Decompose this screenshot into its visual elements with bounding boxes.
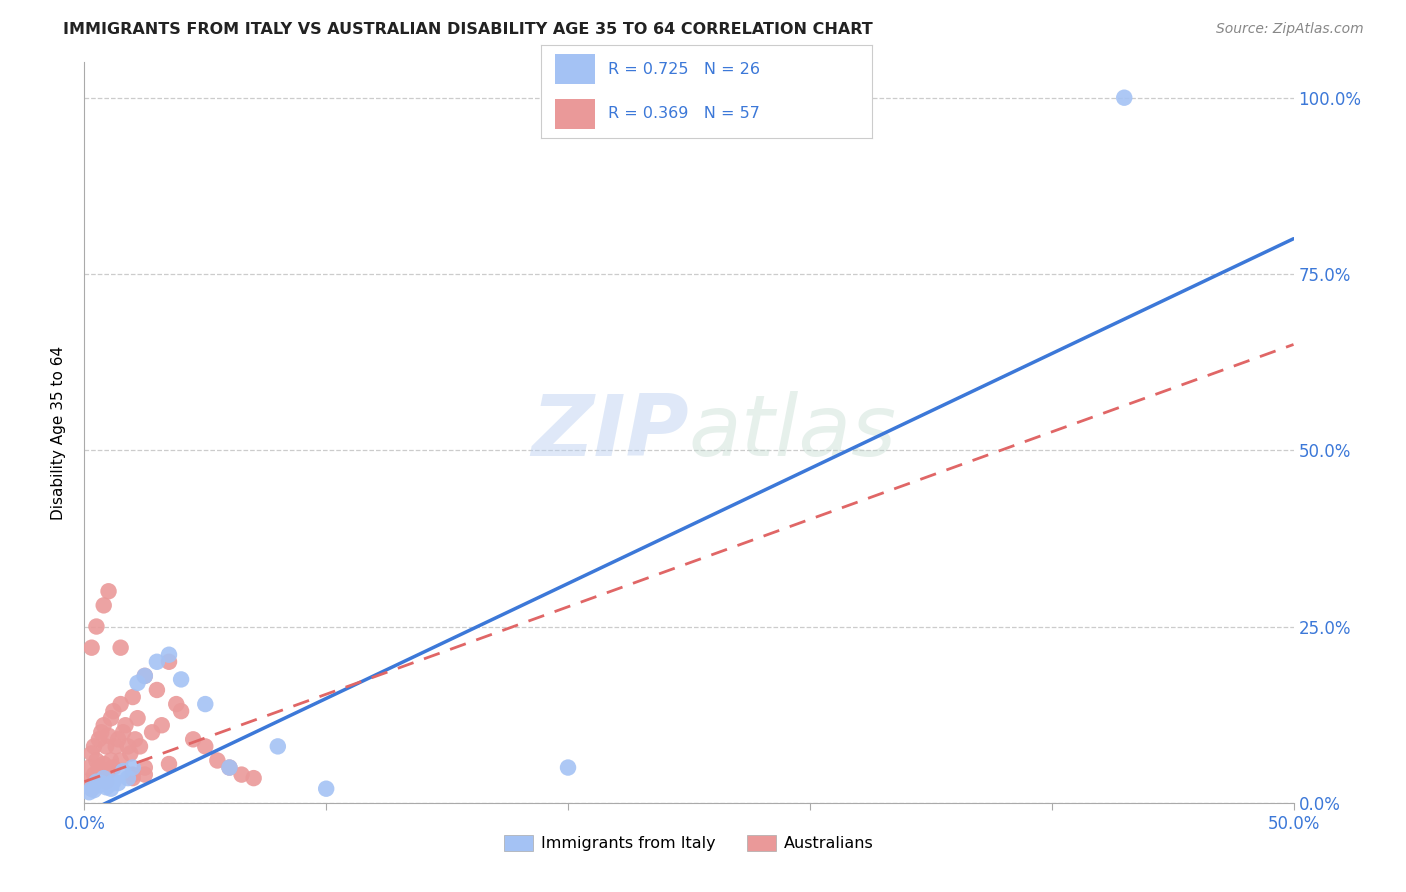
Point [97,584,120,599]
Point [150,718,173,732]
Point [112,764,135,778]
Point [90,776,112,790]
Point [100,781,122,796]
Point [93,718,115,732]
Point [194,739,217,754]
Point [194,697,217,711]
Point [87,778,110,792]
Point [207,754,229,768]
Point [141,725,163,739]
Point [117,739,139,754]
Point [315,781,337,796]
Point [80,640,103,655]
Point [157,648,180,662]
Point [157,757,180,772]
Point [86,774,108,789]
Text: R = 0.369   N = 57: R = 0.369 N = 57 [607,106,759,121]
Point [76,774,98,789]
Point [90,725,112,739]
Point [267,739,290,754]
Point [87,732,110,747]
Point [121,771,143,785]
Point [134,760,156,774]
Point [129,739,152,754]
Point [103,774,125,789]
Point [114,718,136,732]
Point [80,781,103,796]
Text: IMMIGRANTS FROM ITALY VS AUSTRALIAN DISABILITY AGE 35 TO 64 CORRELATION CHART: IMMIGRANTS FROM ITALY VS AUSTRALIAN DISA… [63,22,873,37]
Point [557,760,579,774]
Point [124,732,146,747]
Point [100,754,122,768]
Point [93,599,115,613]
Point [103,760,125,774]
Point [121,767,143,781]
Point [218,760,240,774]
Point [94,780,117,795]
Legend: Immigrants from Italy, Australians: Immigrants from Italy, Australians [498,829,880,858]
Point [100,711,122,725]
Point [94,774,117,789]
Text: R = 0.725   N = 26: R = 0.725 N = 26 [607,62,759,78]
Bar [554,99,595,129]
Point [146,683,169,698]
Point [110,640,132,655]
Point [121,690,143,704]
Point [165,697,187,711]
Point [104,739,127,754]
Point [117,771,139,785]
Point [77,785,100,799]
Point [103,704,125,718]
Point [127,711,149,725]
Point [86,619,108,633]
Point [120,747,142,761]
Point [181,732,204,747]
Point [134,767,156,781]
Point [83,739,105,754]
Point [94,739,117,754]
Point [80,781,103,796]
Point [127,676,149,690]
Point [170,704,193,718]
Point [93,771,115,785]
Point [83,767,105,781]
Point [77,760,100,774]
Text: atlas: atlas [689,391,897,475]
Text: ZIP: ZIP [531,391,689,475]
Text: Source: ZipAtlas.com: Source: ZipAtlas.com [1216,22,1364,37]
Point [107,732,129,747]
Point [80,747,103,761]
Point [134,669,156,683]
Point [112,725,135,739]
Point [97,729,120,743]
Point [231,767,253,781]
Point [107,776,129,790]
Point [146,655,169,669]
Point [157,655,180,669]
Bar [554,54,595,84]
Point [93,757,115,772]
Point [242,771,264,785]
Y-axis label: Disability Age 35 to 64: Disability Age 35 to 64 [51,345,66,520]
Point [134,669,156,683]
Point [110,754,132,768]
Point [1114,91,1136,105]
Point [97,764,120,778]
Point [83,783,105,797]
Point [86,774,108,789]
Point [170,673,193,687]
Point [110,697,132,711]
Point [121,760,143,774]
Point [218,760,240,774]
Point [97,778,120,792]
Point [86,754,108,768]
Point [90,767,112,781]
Point [87,760,110,774]
